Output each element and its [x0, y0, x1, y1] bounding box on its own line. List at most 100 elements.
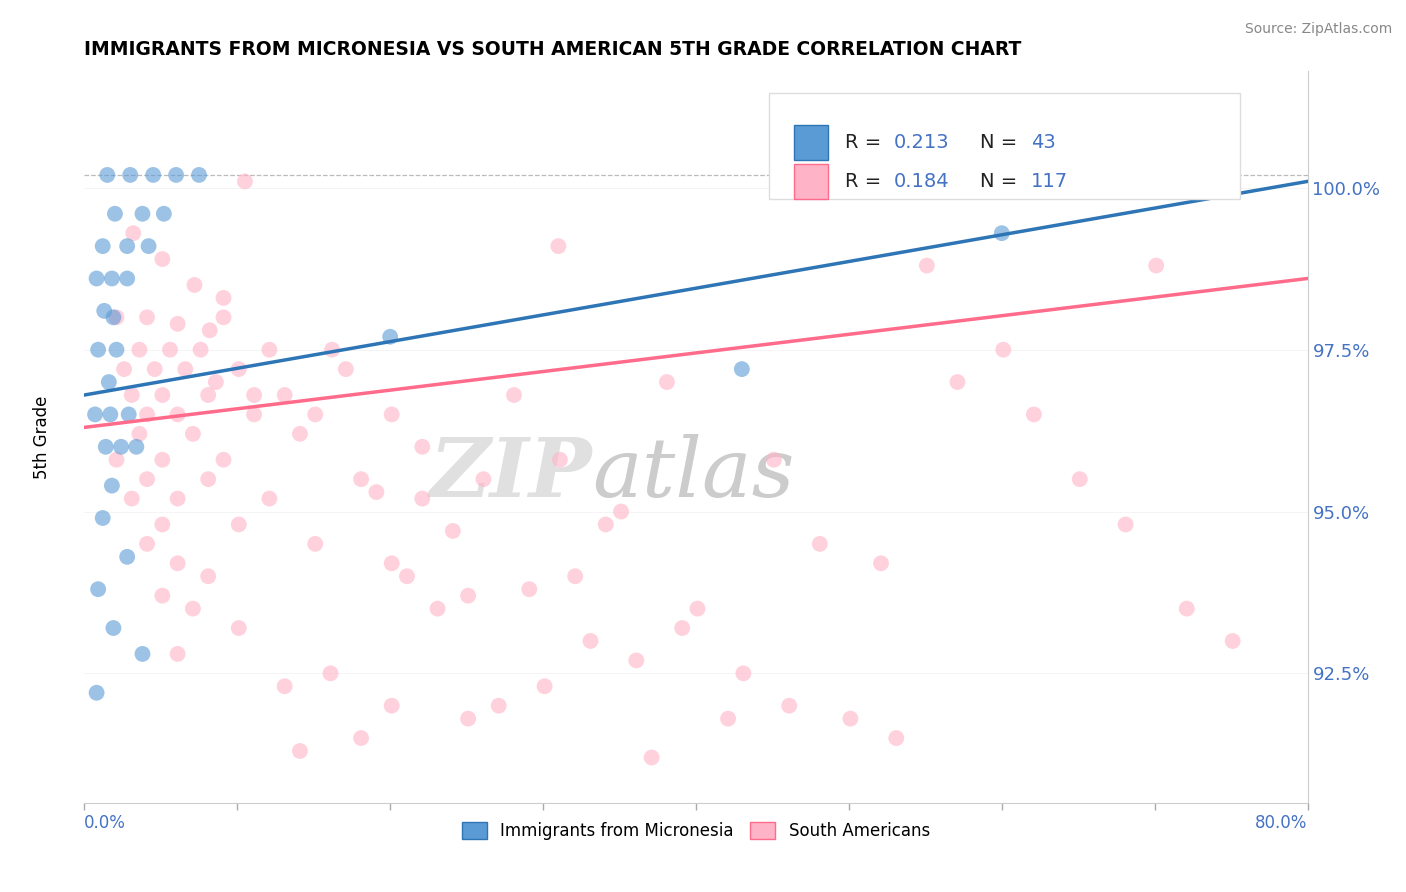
Point: [381, 557, 404, 571]
Point: [288, 426, 311, 441]
Point: [105, 343, 128, 357]
Point: [733, 666, 755, 681]
Point: [91, 239, 114, 253]
Point: [259, 491, 281, 506]
Point: [1115, 517, 1137, 532]
Point: [166, 491, 188, 506]
Point: [121, 491, 143, 506]
Point: [165, 168, 187, 182]
Point: [103, 621, 125, 635]
Point: [488, 698, 510, 713]
Point: [1144, 259, 1167, 273]
Legend: Immigrants from Micronesia, South Americans: Immigrants from Micronesia, South Americ…: [456, 815, 936, 847]
Point: [1069, 472, 1091, 486]
Point: [197, 569, 219, 583]
Point: [411, 440, 433, 454]
Point: [243, 408, 266, 422]
Point: [808, 537, 831, 551]
Point: [304, 537, 326, 551]
Point: [87, 582, 110, 597]
Point: [626, 653, 648, 667]
Point: [183, 277, 205, 292]
Point: [1222, 634, 1244, 648]
Point: [993, 343, 1015, 357]
Point: [97, 375, 120, 389]
Bar: [794, 164, 828, 200]
Point: [93, 303, 115, 318]
Text: 80.0%: 80.0%: [1256, 814, 1308, 832]
Text: 43: 43: [1031, 133, 1056, 152]
Point: [228, 517, 250, 532]
Text: 0.0%: 0.0%: [84, 814, 127, 832]
Point: [120, 168, 142, 182]
Point: [441, 524, 464, 538]
Point: [350, 731, 373, 745]
Point: [136, 472, 159, 486]
Point: [381, 698, 404, 713]
Point: [640, 750, 662, 764]
Point: [150, 517, 173, 532]
Point: [946, 375, 969, 389]
Point: [150, 388, 173, 402]
Point: [181, 601, 204, 615]
Point: [115, 271, 138, 285]
Point: [87, 343, 110, 357]
Point: [159, 343, 181, 357]
Point: [259, 343, 281, 357]
Point: [839, 712, 862, 726]
Point: [98, 408, 121, 422]
Point: [395, 569, 418, 583]
Text: N =: N =: [980, 133, 1024, 152]
Point: [205, 375, 228, 389]
Text: R =: R =: [845, 133, 887, 152]
Point: [103, 310, 125, 325]
Point: [381, 408, 404, 422]
Point: [319, 666, 342, 681]
Point: [104, 207, 127, 221]
Point: [121, 388, 143, 402]
Point: [380, 330, 402, 344]
Point: [101, 478, 124, 492]
Point: [884, 731, 907, 745]
Point: [991, 226, 1014, 240]
Point: [655, 375, 678, 389]
Point: [273, 388, 295, 402]
Text: IMMIGRANTS FROM MICRONESIA VS SOUTH AMERICAN 5TH GRADE CORRELATION CHART: IMMIGRANTS FROM MICRONESIA VS SOUTH AMER…: [84, 39, 1022, 59]
Point: [142, 168, 165, 182]
Point: [517, 582, 540, 597]
Point: [731, 362, 754, 376]
Point: [190, 343, 212, 357]
Point: [212, 291, 235, 305]
Point: [335, 362, 357, 376]
Point: [426, 601, 449, 615]
Point: [579, 634, 602, 648]
Point: [870, 557, 893, 571]
Point: [547, 239, 569, 253]
Point: [1175, 601, 1198, 615]
Point: [181, 426, 204, 441]
Point: [197, 472, 219, 486]
Point: [115, 549, 138, 564]
Point: [174, 362, 197, 376]
Text: Source: ZipAtlas.com: Source: ZipAtlas.com: [1244, 22, 1392, 37]
Point: [548, 452, 571, 467]
Text: atlas: atlas: [592, 434, 794, 514]
Point: [686, 601, 709, 615]
Point: [105, 310, 128, 325]
Point: [472, 472, 495, 486]
Text: 5th Grade: 5th Grade: [32, 395, 51, 479]
Point: [125, 440, 148, 454]
Point: [153, 207, 176, 221]
Point: [128, 343, 150, 357]
Text: 0.213: 0.213: [894, 133, 950, 152]
Point: [143, 362, 166, 376]
Point: [212, 452, 235, 467]
Point: [101, 271, 124, 285]
Point: [610, 504, 633, 518]
Bar: [794, 125, 828, 160]
Point: [136, 537, 159, 551]
Point: [228, 621, 250, 635]
Point: [131, 207, 153, 221]
Text: 0.184: 0.184: [894, 172, 950, 191]
Point: [288, 744, 311, 758]
